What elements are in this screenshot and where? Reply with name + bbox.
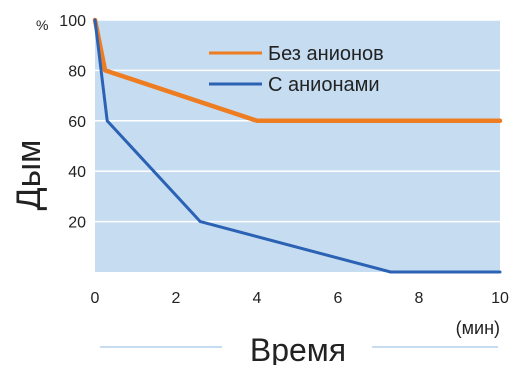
x-tick-label: 2: [172, 290, 181, 307]
series-line-1: [92, 17, 503, 124]
y-axis-title: Дым: [10, 140, 48, 211]
x-tick-label: 0: [91, 290, 100, 307]
x-axis-title: Время: [250, 332, 346, 365]
x-tick-label: 4: [253, 290, 262, 307]
legend-label-series-2: С анионами: [268, 74, 380, 96]
series: [92, 17, 503, 274]
y-unit-label: %: [36, 17, 48, 33]
x-tick-label: 10: [491, 290, 509, 307]
y-tick-label: 80: [68, 63, 86, 80]
x-tick-label: 6: [334, 290, 343, 307]
y-tick-label: 60: [68, 114, 86, 131]
y-tick-label: 40: [68, 164, 86, 181]
y-tick-label: 100: [59, 13, 86, 30]
legend: Без анионов С анионами: [209, 43, 384, 96]
plot-area: [95, 20, 500, 272]
series-line-2: [93, 18, 502, 274]
x-tick-label: 8: [415, 290, 424, 307]
legend-label-series-1: Без анионов: [268, 43, 384, 65]
y-tick-label: 20: [68, 215, 86, 232]
x-unit-label: (мин): [456, 318, 500, 338]
tick-labels: 20 40 60 80 100 0 2 4 6 8 10: [59, 13, 509, 307]
